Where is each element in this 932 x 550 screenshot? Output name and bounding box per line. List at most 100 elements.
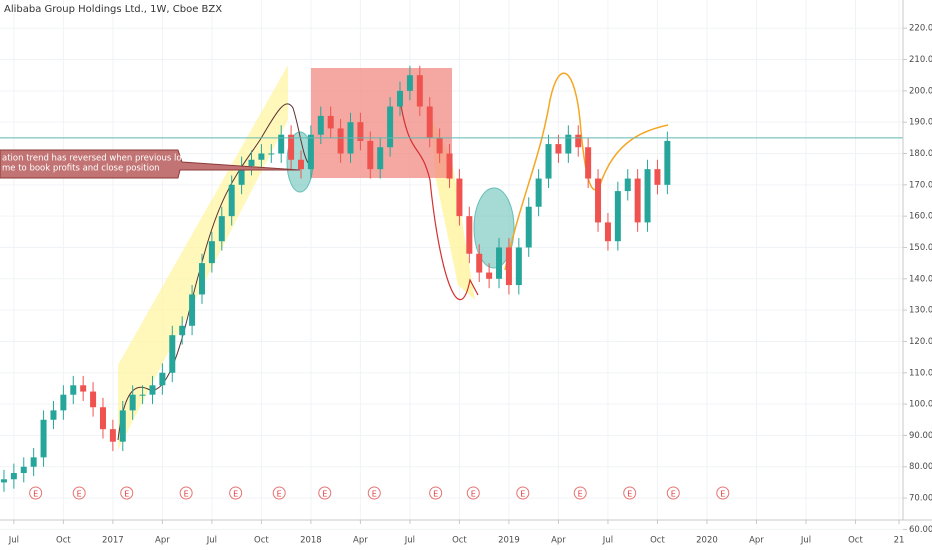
note-text: me to book profits and close position [2,164,160,174]
earnings-label: E [433,490,438,499]
candle-body [50,410,57,420]
highlight [473,187,515,269]
earnings-label: E [233,490,238,499]
earnings-marker [229,486,243,500]
candle-body [595,178,602,223]
candle-body [179,325,186,336]
candle-body [278,134,285,154]
curve [504,72,669,271]
earnings-marker [120,486,134,500]
candle-body [327,115,334,129]
earnings-marker [367,486,381,500]
x-tick-label: 2019 [498,536,520,546]
candle-body [466,216,473,254]
earnings-marker [29,486,43,500]
candle-body [505,247,512,286]
x-tick-label: 2018 [300,536,322,546]
candle-body [525,206,532,248]
candle-body [60,394,67,411]
note-box [0,149,301,179]
candle-body [198,263,205,295]
earnings-marker [716,486,730,500]
candle-body [248,159,255,167]
y-tick-label: 150.00 [909,243,932,253]
candle-body [614,191,621,242]
x-tick-label: Oct [56,536,71,546]
earnings-label: E [124,490,129,499]
earnings-label: E [520,490,525,499]
candle-body [139,394,146,396]
candle-body [367,140,374,170]
earnings-label: E [372,490,377,499]
candle-body [476,253,483,273]
y-tick-label: 170.00 [909,180,932,190]
candle-body [159,372,166,386]
x-tick-label: 2020 [696,536,718,546]
candle-body [208,241,215,264]
y-tick-label: 180.00 [909,149,932,159]
candle-body [406,75,413,91]
candle-body [337,128,344,154]
x-tick-label: Oct [254,536,269,546]
candle-body [436,137,443,154]
candle-body [664,140,671,185]
earnings-marker [466,486,480,500]
y-tick-label: 190.00 [909,118,932,128]
candle-body [377,147,384,170]
candle-body [149,385,156,395]
x-tick-label: Jul [404,536,415,546]
candle-body [555,144,562,154]
note-text: ation trend has reversed when previous l… [2,154,208,164]
y-tick-label: 220.00 [909,24,932,34]
y-tick-label: 90.00 [909,431,932,441]
candle-body [298,159,304,170]
earnings-marker [516,486,530,500]
candle-body [535,178,542,207]
x-tick-label: 21 [894,536,905,546]
earnings-marker [272,486,286,500]
candle-body [258,153,265,160]
x-tick-label: Jul [206,536,217,546]
curve [117,103,311,441]
candle-body [426,106,433,138]
x-tick-label: Apr [551,536,566,546]
candle-body [644,169,651,223]
axes: 60.00 70.00 80.00 90.00 100.00 110.00 120.00 13… [8,24,932,546]
candle-body [446,153,453,179]
earnings-label: E [720,490,725,499]
x-tick-label: Jul [8,536,19,546]
y-tick-label: 70.00 [909,494,932,504]
candle-body [109,429,116,442]
earnings-marker [623,486,637,500]
y-tick-label: 80.00 [909,462,932,472]
y-tick-label: 130.00 [909,306,932,316]
earnings-label: E [627,490,632,499]
candle-body [268,153,275,155]
earnings-label: E [578,490,583,499]
x-tick-label: Jul [602,536,613,546]
y-tick-label: 210.00 [909,55,932,65]
candle-body [90,391,97,408]
candle-body [397,90,404,107]
candle-body [565,134,572,154]
chart-title: Alibaba Group Holdings Ltd., 1W, Cboe BZ… [4,4,222,15]
candle-body [80,385,87,392]
candle-body [218,216,225,242]
candle-body [515,247,522,286]
x-tick-label: Apr [749,536,764,546]
candle-body [70,385,77,395]
earnings-label: E [277,490,282,499]
x-tick-label: Apr [155,536,170,546]
candle-body [20,466,27,474]
earnings-label: E [322,490,327,499]
candle-body [456,178,463,217]
earnings-marker [318,486,332,500]
x-tick-label: Jul [800,536,811,546]
earnings-label: E [77,490,82,499]
candle-body [654,169,661,185]
candle-body [0,479,7,483]
candle-body [99,407,106,430]
candle-body [119,410,126,442]
candle-body [416,75,423,107]
candle-body [189,294,196,326]
